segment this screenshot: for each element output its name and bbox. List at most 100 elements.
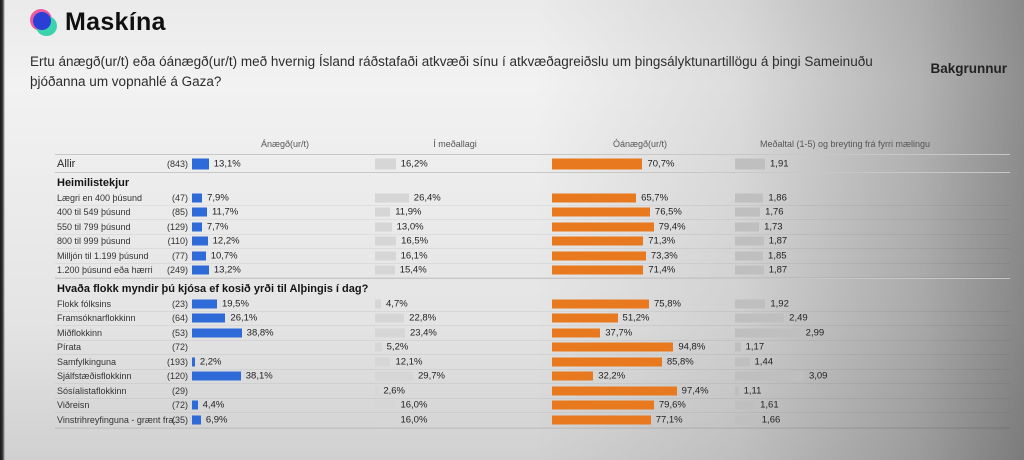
row-count: (72) (171, 342, 188, 353)
neutral-value: 29,7% (418, 370, 445, 382)
dissatisfied-bar (552, 299, 650, 309)
neutral-value: 12,1% (395, 356, 423, 368)
satisfied-value: 26,1% (230, 312, 258, 324)
chart-row: Allir (843) 13,1% 16,2% 70,7% 1,91 (55, 154, 1010, 172)
dissatisfied-value: 79,6% (658, 399, 686, 411)
dissatisfied-bar (552, 342, 674, 352)
chart-row: Sósíalistaflokkinn (29) 2,6% 97,4% 1,11 (55, 384, 1010, 399)
neutral-bar (375, 236, 397, 246)
neutral-value: 16,2% (400, 158, 428, 169)
maskina-logo-icon (30, 9, 57, 36)
mean-bar (735, 415, 757, 425)
mean-value: 1,86 (768, 192, 787, 204)
neutral-bar (375, 386, 379, 396)
column-header-mean: Meðaltal (1-5) og breyting frá fyrri mæl… (759, 139, 931, 149)
neutral-value: 16,1% (400, 250, 428, 262)
dissatisfied-value: 94,8% (678, 341, 706, 353)
row-count: (35) (171, 414, 188, 425)
mean-value: 1,61 (760, 399, 779, 411)
mean-value: 1,87 (768, 264, 788, 276)
background-nav-link[interactable]: Bakgrunnur (930, 61, 1007, 76)
row-count: (64) (171, 313, 188, 324)
dissatisfied-value: 51,2% (622, 312, 650, 324)
mean-value: 1,92 (770, 298, 789, 310)
dissatisfied-bar (552, 313, 618, 323)
neutral-bar (375, 207, 391, 217)
mean-bar (735, 313, 785, 323)
column-header-dissatisfied: Óánægð(ur/t) (612, 139, 668, 149)
neutral-bar (375, 193, 409, 203)
neutral-bar (375, 251, 396, 261)
dissatisfied-bar (552, 158, 643, 169)
mean-bar (735, 222, 760, 232)
row-label: Flokk fólksins (57, 298, 112, 309)
mean-value: 1,17 (745, 341, 765, 353)
chart-row: Sjálfstæðisflokkinn (120) 38,1% 29,7% 32,2% 3… (55, 370, 1010, 384)
row-label: Framsóknarflokkinn (57, 313, 136, 324)
row-count: (120) (166, 371, 188, 382)
dissatisfied-bar (552, 207, 650, 217)
satisfied-value: 12,2% (212, 235, 240, 247)
satisfied-bar (192, 299, 217, 309)
row-label: 400 til 549 þúsund (57, 207, 131, 218)
neutral-value: 11,9% (395, 206, 422, 218)
dissatisfied-bar (552, 400, 654, 410)
dissatisfied-value: 70,7% (647, 158, 675, 169)
neutral-value: 26,4% (413, 192, 441, 204)
neutral-value: 16,0% (400, 414, 428, 426)
mean-bar (735, 299, 766, 309)
row-count: (53) (171, 327, 188, 338)
neutral-bar (375, 400, 396, 410)
satisfied-bar (192, 193, 203, 203)
chart-row: 1.200 þúsund eða hærri (249) 13,2% 15,4% 71,… (55, 264, 1010, 278)
mean-bar (735, 158, 766, 169)
satisfied-bar (192, 400, 198, 410)
chart-row: Pírata (72) 5,2% 94,8% 1,17 (55, 341, 1010, 355)
mean-value: 1,85 (768, 250, 787, 262)
dissatisfied-bar (552, 357, 662, 367)
neutral-bar (375, 328, 405, 338)
chart-row: Vinstrihreyfinguna - grænt fra.. (35) 6,9%… (55, 413, 1010, 428)
neutral-bar (375, 371, 414, 381)
neutral-bar (375, 415, 396, 425)
row-label: Vinstrihreyfinguna - grænt fra.. (57, 414, 179, 425)
mean-bar (735, 193, 764, 203)
chart-rows: Allir (843) 13,1% 16,2% 70,7% 1,91 Heimilistek… (55, 154, 1010, 429)
mean-bar (735, 236, 764, 246)
survey-question-title: Ertu ánægð(ur/t) eða óánægð(ur/t) með hv… (30, 54, 873, 90)
dissatisfied-value: 73,3% (650, 250, 678, 262)
satisfied-value: 7,7% (206, 221, 229, 233)
dissatisfied-value: 71,4% (648, 264, 676, 276)
logo-text: Maskína (65, 8, 166, 36)
dissatisfied-bar (552, 371, 594, 381)
satisfied-bar (192, 313, 226, 323)
dissatisfied-value: 76,5% (654, 206, 682, 218)
neutral-value: 4,7% (386, 298, 408, 310)
row-count: (47) (171, 192, 188, 203)
mean-bar (735, 251, 764, 261)
mean-bar (735, 342, 741, 352)
chart-row: Flokk fólksins (23) 19,5% 4,7% 75,8% 1,92 (55, 297, 1010, 312)
chart-row: Milljón til 1.199 þúsund (77) 10,7% 16,1% 73… (55, 249, 1010, 264)
row-count: (85) (171, 207, 188, 218)
satisfied-value: 7,9% (207, 192, 229, 204)
section-header: Hvaða flokk myndir þú kjósa ef kosið yrð… (55, 278, 1010, 297)
column-header-satisfied: Ánægð(ur/t) (260, 139, 310, 149)
satisfied-value: 4,4% (202, 399, 225, 411)
dissatisfied-bar (552, 415, 651, 425)
neutral-value: 5,2% (386, 341, 409, 353)
dissatisfied-bar (552, 193, 637, 203)
chart-row: Samfylkinguna (193) 2,2% 12,1% 85,8% 1,44 (55, 355, 1010, 370)
row-label: 1.200 þúsund eða hærri (57, 265, 153, 276)
row-label: Sósíalistaflokkinn (57, 385, 127, 396)
satisfied-bar (192, 236, 208, 246)
mean-bar (735, 386, 739, 396)
neutral-value: 2,6% (383, 385, 405, 397)
mean-bar (735, 400, 756, 410)
mean-value: 2,99 (805, 327, 825, 339)
dissatisfied-value: 77,1% (655, 414, 683, 426)
dissatisfied-bar (552, 328, 601, 338)
satisfied-bar (192, 207, 207, 217)
satisfied-bar (192, 158, 209, 169)
column-headers: Ánægð(ur/t) Í meðallagi Óánægð(ur/t) Með… (55, 137, 1010, 154)
